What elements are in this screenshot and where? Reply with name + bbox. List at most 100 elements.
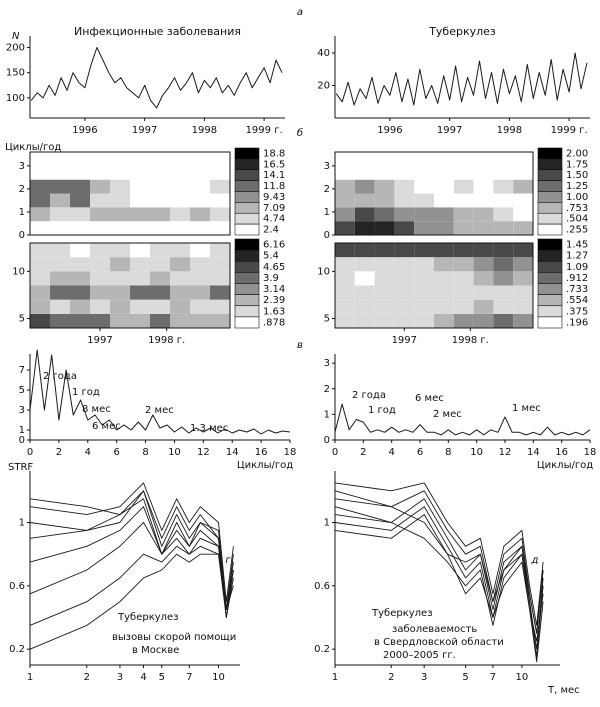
heat-cell: [394, 243, 415, 258]
annotation: 2000–2005 гг.: [383, 650, 456, 661]
annotation: 8 мес: [82, 404, 111, 415]
heat-cell: [354, 257, 375, 272]
heat-cell: [493, 193, 514, 208]
colorbar-label: 1.50: [566, 170, 588, 181]
heat-cell: [210, 271, 230, 286]
y-tick-label: 10: [317, 266, 330, 277]
heat-cell: [354, 221, 375, 235]
colorbar-label: 6.16: [263, 240, 285, 251]
colorbar-box: [537, 180, 563, 192]
y-tick-label: 150: [6, 68, 25, 79]
heat-cell: [130, 299, 150, 314]
data-line: [334, 514, 544, 663]
colorbar-label: 5.4: [263, 251, 279, 262]
heat-cell: [335, 299, 355, 314]
heat-cell: [110, 299, 130, 314]
heat-cell: [70, 152, 90, 166]
heat-cell: [190, 299, 210, 314]
heat-cell: [473, 207, 494, 222]
heat-cell: [335, 165, 355, 180]
heat-cell: [210, 207, 230, 222]
heat-cell: [30, 243, 50, 258]
heat-cell: [374, 165, 395, 180]
colorbar-box: [537, 191, 563, 203]
colorbar-box: [234, 316, 260, 329]
y-tick-label: 1: [324, 518, 330, 529]
colorbar-label: .878: [263, 317, 285, 328]
heat-cell: [150, 285, 170, 300]
heat-cell: [130, 207, 150, 222]
heat-cell: [30, 165, 50, 180]
heat-cell: [130, 179, 150, 194]
x-tick-label: 2: [360, 447, 366, 458]
heat-cell: [70, 179, 90, 194]
panel-letter: д: [531, 555, 539, 566]
heat-cell: [335, 257, 355, 272]
colorbar-label: 2.4: [263, 225, 279, 236]
colorbar-box: [537, 202, 563, 214]
data-line: [29, 482, 234, 603]
heat-cell: [453, 313, 474, 328]
heat-cell: [70, 165, 90, 180]
heat-cell: [190, 221, 210, 235]
heat-cell: [354, 207, 375, 222]
heat-cell: [170, 179, 190, 194]
heat-cell: [414, 285, 434, 300]
colorbar-box: [537, 238, 563, 251]
heat-cell: [210, 285, 230, 300]
x-axis-label: Циклы/год: [537, 460, 593, 471]
heat-cell: [453, 221, 474, 235]
x-tick-label: 1999 г.: [551, 125, 588, 136]
heat-cell: [170, 243, 190, 258]
y-tick-label: 1: [324, 207, 330, 218]
heat-cell: [70, 313, 90, 328]
x-tick-label: 1997: [132, 125, 157, 136]
data-line: [334, 482, 544, 626]
heat-cell: [374, 193, 395, 208]
data-line: [334, 490, 544, 634]
heat-cell: [394, 299, 415, 314]
colorbar-box: [537, 212, 563, 225]
heat-cell: [50, 299, 70, 314]
heat-cell: [335, 243, 355, 258]
x-tick-label: 1997: [392, 335, 417, 346]
x-tick-label: 8: [445, 447, 451, 458]
y-tick-label: 40: [317, 48, 330, 59]
heat-cell: [335, 313, 355, 328]
heat-cell: [150, 152, 170, 166]
x-tick-label: 14: [226, 447, 239, 458]
heat-cell: [150, 271, 170, 286]
colorbar-box: [234, 158, 260, 171]
x-tick-label: 10: [515, 672, 528, 683]
y-tick-label: 0: [19, 230, 25, 241]
annotation: заболеваемость: [392, 624, 477, 635]
heat-cell: [90, 243, 110, 258]
colorbar-label: 3.9: [263, 273, 279, 284]
colorbar-label: 3.14: [263, 284, 285, 295]
heat-cell: [210, 152, 230, 166]
data-line: [29, 506, 234, 611]
annotation: Туберкулез: [117, 612, 179, 623]
heat-cell: [434, 152, 454, 166]
heat-cell: [473, 152, 494, 166]
heat-cell: [473, 271, 494, 286]
colorbar-label: .255: [566, 225, 588, 236]
annotation: вызовы скорой помощи: [112, 632, 236, 643]
y-tick-label: 1: [324, 409, 330, 420]
heat-cell: [354, 243, 375, 258]
heat-cell: [434, 257, 454, 272]
heat-cell: [50, 165, 70, 180]
heat-cell: [414, 257, 434, 272]
annotation: в Москве: [132, 645, 179, 656]
heat-cell: [210, 299, 230, 314]
heat-cell: [513, 285, 533, 300]
heat-cell: [513, 313, 533, 328]
heat-cell: [30, 193, 50, 208]
annotation: 6 мес: [92, 421, 121, 432]
heat-cell: [335, 179, 355, 194]
colorbar-box: [537, 272, 563, 284]
colorbar-box: [537, 316, 563, 329]
data-line: [29, 553, 234, 650]
x-tick-label: 1996: [72, 125, 97, 136]
